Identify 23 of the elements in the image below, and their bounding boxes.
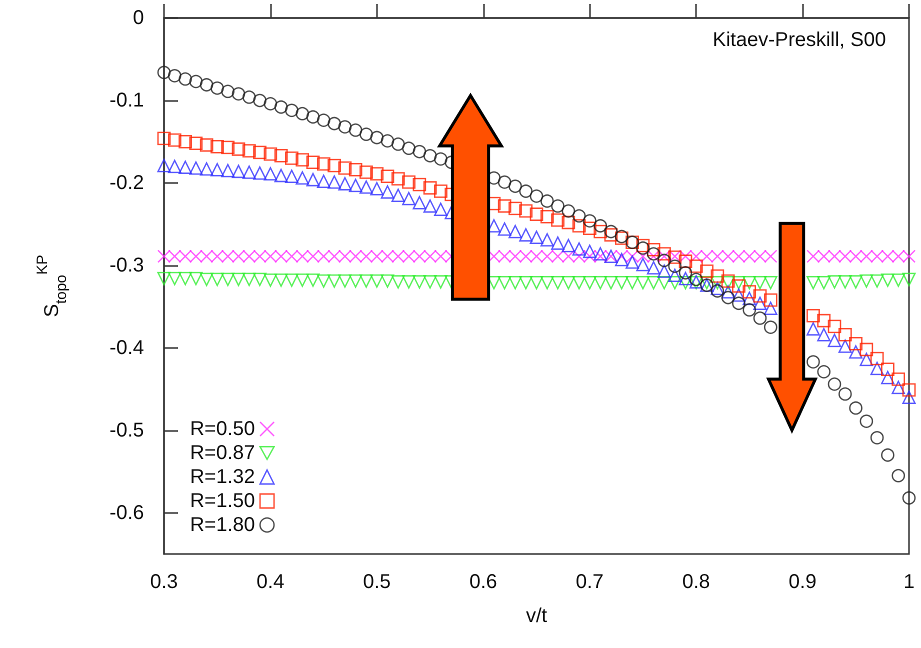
y-tick-label: -0.1 [110,89,144,112]
x-tick-label: 0.4 [256,571,284,593]
legend-label: R=1.50 [190,490,256,512]
y-tick-label: 0 [132,7,144,29]
y-tick-label: -0.6 [110,502,144,524]
y-axis-title: StopoKP [34,254,70,318]
y-tick-label: -0.5 [110,419,144,442]
x-tick-label: 1 [903,571,915,593]
y-tick-label: -0.4 [110,336,144,359]
x-tick-label: 0.5 [362,571,391,593]
legend-label: R=0.50 [190,418,256,440]
legend-label: R=1.32 [190,466,256,488]
x-axis-title: v/t [526,605,548,627]
legend-label: R=1.80 [190,514,256,536]
x-tick-label: 0.8 [682,571,710,593]
x-tick-label: 0.7 [576,571,604,593]
x-tick-label: 0.9 [788,571,816,593]
x-tick-label: 0.3 [150,571,178,593]
annotation: Kitaev-Preskill, S00 [712,29,886,51]
y-tick-label: -0.3 [110,254,144,276]
y-tick-label: -0.2 [110,172,144,194]
legend-label: R=0.87 [190,442,256,464]
x-tick-label: 0.6 [469,571,498,593]
